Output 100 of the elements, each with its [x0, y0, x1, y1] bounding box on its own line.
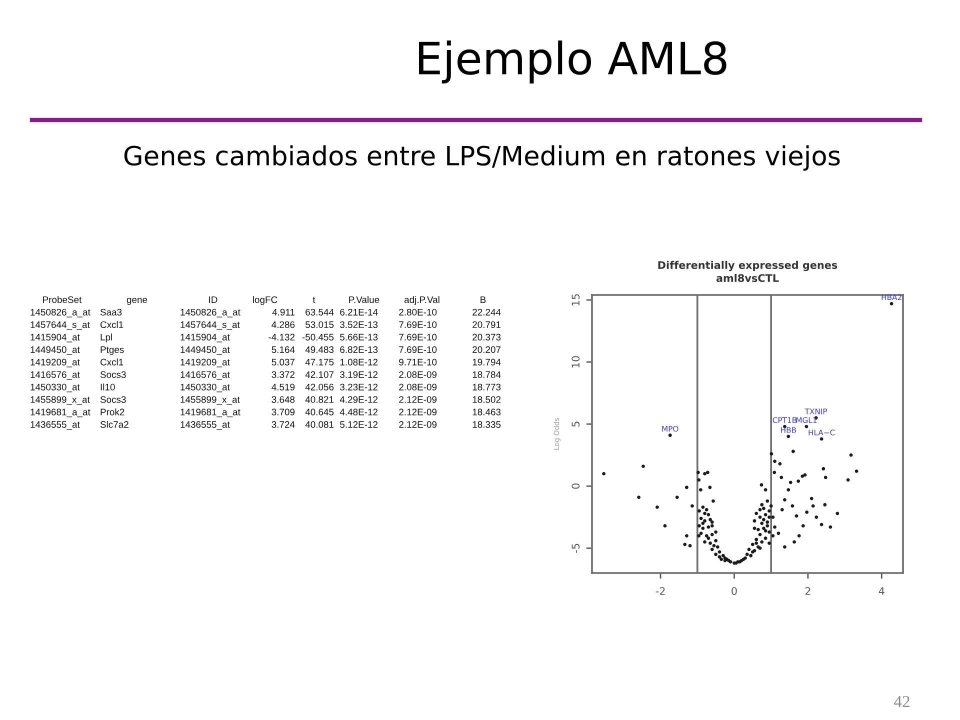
text: 7.69E-10 — [399, 334, 437, 340]
x-tick-label: -2 — [656, 587, 665, 595]
text: 4.911 — [272, 308, 295, 316]
text: 1419681_a_at — [30, 408, 90, 418]
text: 2.80E-10 — [399, 308, 437, 316]
text: 1416576_at — [180, 371, 230, 380]
text: 3.52E-13 — [340, 321, 378, 328]
text: Saa3 — [100, 308, 122, 316]
text: 1.08E-12 — [340, 358, 378, 366]
text: Genes cambiados entre LPS/Medium en ratones viejos — [124, 145, 840, 171]
text: 3.23E-12 — [340, 384, 378, 390]
text: 1450826_a_at — [30, 308, 90, 318]
text: 6.82E-13 — [340, 346, 378, 353]
text: 18.784 — [472, 371, 501, 378]
text: 18.335 — [472, 421, 501, 428]
text: 1449450_at — [180, 346, 230, 355]
text: Il10 — [100, 383, 115, 390]
chart-title: Differentially expressed genes — [658, 260, 838, 272]
text: 1457644_s_at — [180, 321, 240, 330]
category-label: logFC — [253, 296, 278, 305]
text: 20.791 — [472, 321, 501, 328]
text: 20.207 — [472, 346, 501, 353]
text: 42 — [894, 696, 910, 708]
text: 6.21E-14 — [340, 308, 378, 316]
text: Cxcl1 — [100, 321, 124, 328]
category-label: P.Value — [349, 296, 380, 304]
text: 3.709 — [272, 408, 295, 416]
text: 19.794 — [472, 358, 501, 366]
text: 3.648 — [272, 396, 295, 403]
x-tick-label: 4 — [878, 587, 884, 595]
text: 7.69E-10 — [399, 321, 437, 328]
text: Prok2 — [100, 408, 124, 416]
text: 40.645 — [305, 408, 334, 416]
text: 1436555_at — [30, 421, 80, 430]
y-tick-label: 5 — [572, 422, 580, 427]
text: 4.286 — [272, 321, 295, 328]
text: 5.164 — [272, 346, 295, 353]
category-label: ProbeSet — [43, 296, 82, 304]
text: 1449450_at — [30, 346, 80, 355]
text: 1450330_at — [180, 384, 230, 392]
text: 1450826_a_at — [180, 308, 240, 318]
text: Ptges — [100, 346, 124, 355]
text: 1415904_at — [180, 334, 230, 342]
text: 4.29E-12 — [340, 396, 378, 403]
text: 3.19E-12 — [340, 371, 378, 378]
y-tick-label: 10 — [572, 356, 580, 368]
text: 1457644_s_at — [30, 321, 90, 330]
text: 1450330_at — [30, 384, 80, 392]
x-tick-label: 0 — [732, 587, 737, 595]
text: 1455899_x_at — [30, 396, 90, 405]
text: 42.107 — [305, 371, 334, 378]
y-tick-label: 15 — [572, 294, 580, 306]
text: 63.544 — [306, 308, 334, 316]
category-label: ID — [209, 296, 218, 303]
text: Slc7a2 — [100, 420, 128, 428]
text: 18.773 — [472, 384, 501, 390]
text: 18.463 — [472, 408, 501, 416]
text: Lpl — [100, 334, 112, 342]
text: 40.081 — [305, 421, 334, 428]
text: 1455899_x_at — [180, 396, 240, 405]
text: 1419681_a_at — [180, 408, 240, 418]
category-label: B — [480, 296, 486, 303]
text: 20.373 — [472, 334, 501, 340]
text: 47.175 — [305, 358, 334, 366]
text: 2.08E-09 — [399, 384, 437, 390]
text: 40.821 — [305, 396, 334, 403]
text: 5.66E-13 — [340, 334, 378, 340]
text: 1419209_at — [180, 358, 230, 368]
text: 9.71E-10 — [399, 358, 437, 366]
text: -4.132 — [268, 334, 295, 340]
text: 4.48E-12 — [340, 408, 378, 416]
text: 2.08E-09 — [399, 371, 437, 378]
text: 3.724 — [272, 421, 295, 428]
text: 1415904_at — [30, 334, 80, 342]
text: 49.483 — [305, 346, 334, 353]
category-label: gene — [126, 298, 148, 305]
chart-subtitle: aml8vsCTL — [716, 274, 779, 282]
text: Ejemplo AML8 — [418, 40, 726, 84]
text: 5.12E-12 — [340, 421, 378, 428]
text: Socs3 — [100, 371, 126, 378]
text: Socs3 — [100, 396, 126, 403]
text: -50.455 — [302, 334, 334, 340]
text: 3.372 — [272, 371, 295, 378]
text: 1416576_at — [30, 371, 80, 380]
text: 53.015 — [305, 321, 334, 328]
text: 2.12E-09 — [399, 408, 437, 416]
text: 5.037 — [272, 358, 295, 366]
text: 7.69E-10 — [399, 346, 437, 353]
y-tick-label: 0 — [572, 484, 580, 489]
category-label: t — [312, 296, 316, 304]
text: 1436555_at — [180, 421, 230, 430]
text: 18.502 — [472, 396, 501, 403]
text: 42.056 — [305, 384, 334, 390]
text: 2.12E-09 — [399, 396, 437, 403]
text: 22.244 — [472, 308, 501, 316]
y-tick-label: -5 — [572, 544, 580, 553]
text: 1419209_at — [30, 358, 80, 368]
category-label: adj.P.Val — [404, 296, 440, 305]
text: 4.519 — [272, 384, 295, 390]
text: 2.12E-09 — [399, 421, 437, 428]
